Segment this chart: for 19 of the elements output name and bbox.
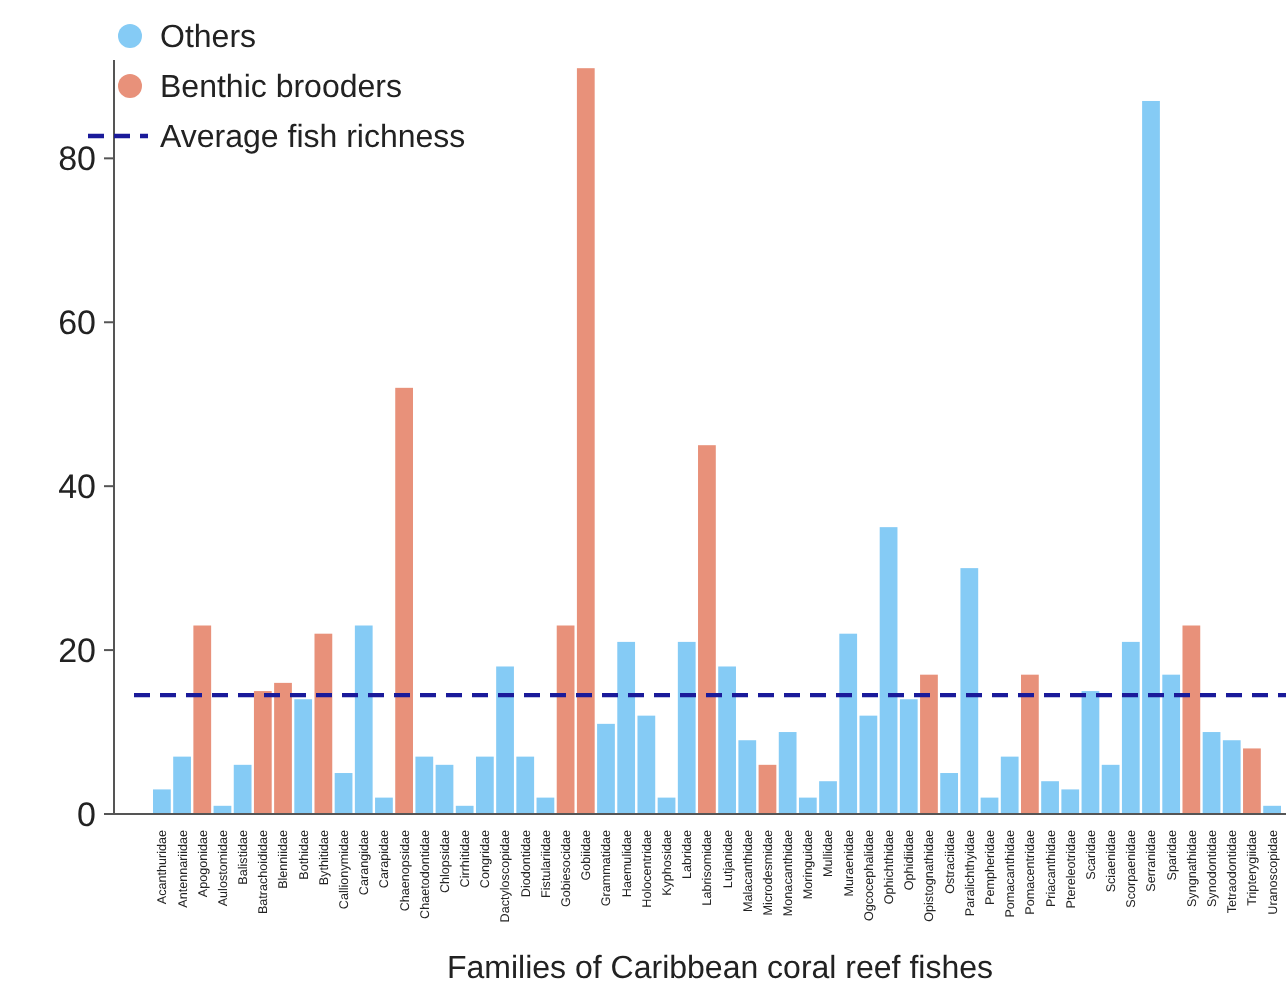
bar xyxy=(1243,748,1261,814)
y-tick-label: 80 xyxy=(58,140,96,179)
bar xyxy=(758,764,777,814)
legend-label: Benthic brooders xyxy=(160,71,402,106)
y-tick-label: 0 xyxy=(77,795,96,834)
bar xyxy=(1021,674,1039,814)
bar xyxy=(1182,625,1201,814)
y-tick-label: 40 xyxy=(58,468,96,507)
bar xyxy=(698,445,716,814)
legend-label: Others xyxy=(160,21,257,56)
bar xyxy=(314,633,333,814)
y-tick-label: 20 xyxy=(58,631,96,670)
x-axis-title: Families of Caribbean coral reef fishes xyxy=(446,952,994,986)
bar xyxy=(294,699,313,814)
y-tick-label: 60 xyxy=(58,304,96,343)
legend-label: Average fish richness xyxy=(160,121,466,156)
bar xyxy=(920,674,938,814)
bar xyxy=(395,387,413,814)
bar xyxy=(193,625,212,814)
